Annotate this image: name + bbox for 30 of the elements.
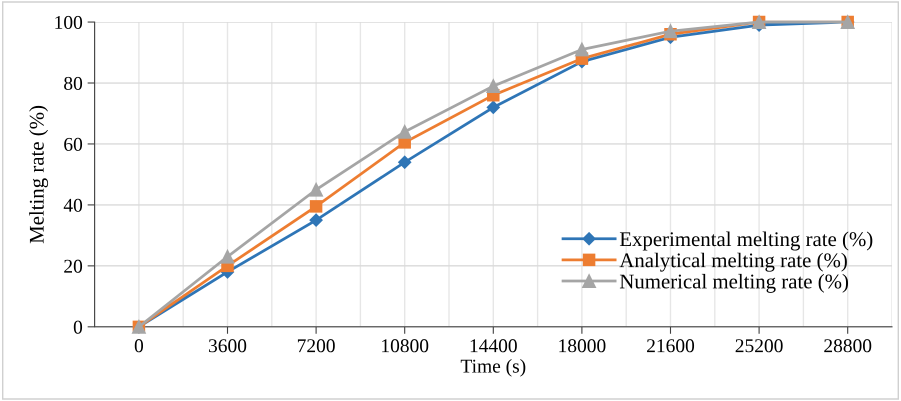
- y-axis-title: Melting rate (%): [29, 106, 48, 244]
- legend-label: Experimental melting rate (%): [620, 232, 872, 251]
- point: [310, 214, 323, 227]
- y-tick-label: 0: [74, 320, 82, 334]
- point: [220, 250, 234, 264]
- point: [574, 42, 589, 56]
- x-tick-label: 25200: [736, 339, 783, 352]
- x-tick-label: 21600: [647, 339, 694, 352]
- point: [486, 100, 500, 114]
- point: [398, 156, 412, 169]
- point: [309, 182, 324, 197]
- x-tick-label: 3600: [208, 339, 246, 352]
- x-tick-label: 14400: [470, 339, 517, 352]
- legend-label: Analytical melting rate (%): [620, 252, 847, 272]
- x-tick-label: 7200: [298, 339, 335, 352]
- point: [310, 200, 322, 213]
- point: [398, 124, 412, 139]
- y-tick-label: 20: [64, 260, 82, 273]
- point: [486, 79, 500, 93]
- point: [664, 24, 678, 38]
- x-tick-label: 10800: [382, 339, 428, 352]
- x-tick-label: 0: [134, 339, 144, 352]
- legend-label: Numerical melting rate (%): [620, 274, 848, 293]
- x-tick-label: 18000: [559, 339, 606, 352]
- x-axis-title: Time (s): [460, 359, 526, 377]
- y-tick-label: 40: [64, 198, 82, 212]
- y-tick-label: 100: [55, 16, 82, 29]
- y-tick-label: 60: [64, 138, 82, 151]
- y-tick-label: 80: [64, 76, 82, 90]
- x-tick-label: 28800: [824, 339, 872, 352]
